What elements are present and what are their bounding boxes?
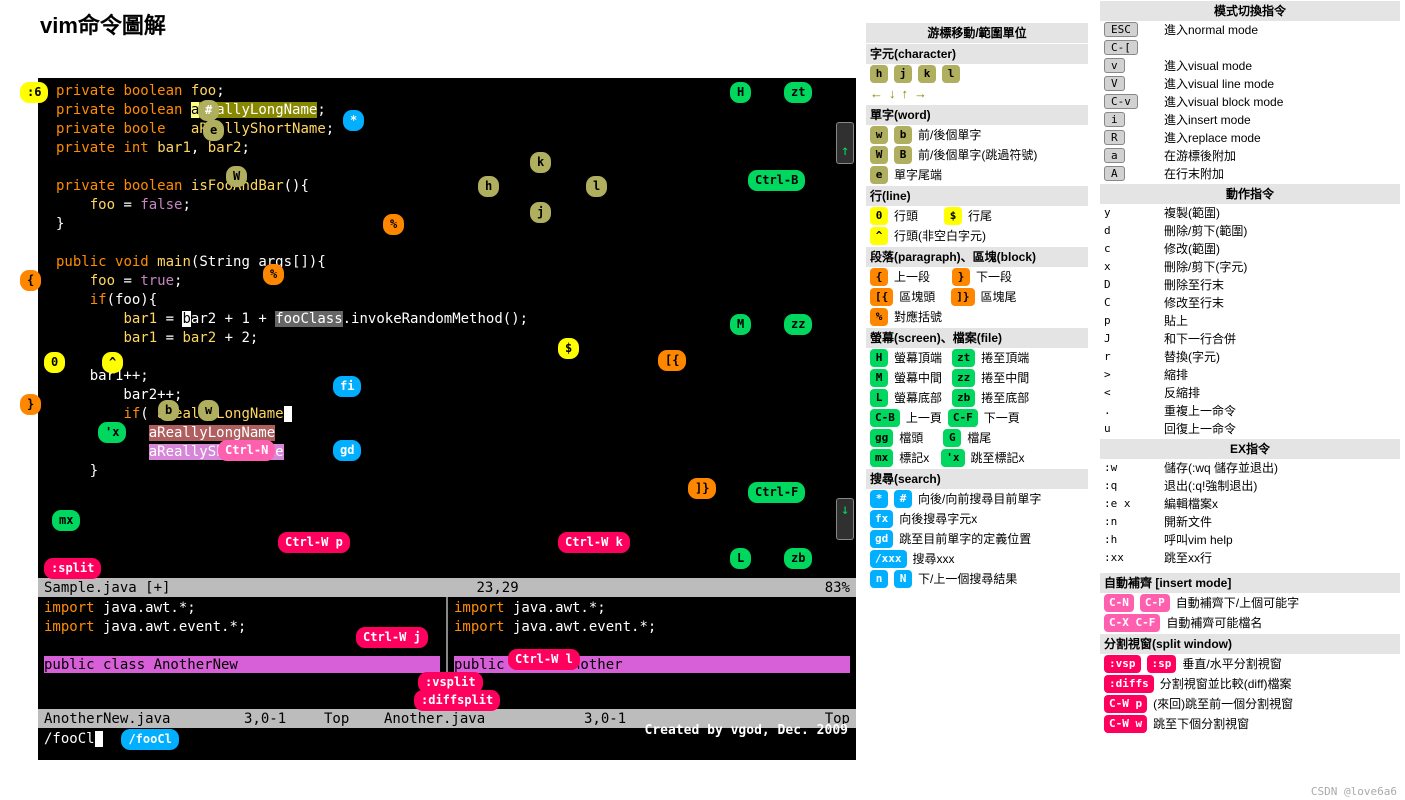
badge-diffsplit: :diffsplit bbox=[414, 690, 500, 711]
badge-tx: 'x bbox=[98, 422, 126, 443]
badge-pct2: % bbox=[263, 264, 284, 285]
badge-mx: mx bbox=[52, 510, 80, 531]
split-panes: import java.awt.*; import java.awt.event… bbox=[38, 597, 856, 673]
badge-j: j bbox=[530, 202, 551, 223]
scroll-up-box: ↑ bbox=[836, 122, 854, 164]
badge-6: :6 bbox=[20, 82, 48, 103]
badge-lb: { bbox=[20, 270, 41, 291]
badge-0: 0 bbox=[44, 352, 65, 373]
badge-rb: } bbox=[20, 394, 41, 415]
badge-M: M bbox=[730, 314, 751, 335]
badge-zb: zb bbox=[784, 548, 812, 569]
scroll-down-box: ↓ bbox=[836, 498, 854, 540]
badge-l: l bbox=[586, 176, 607, 197]
badge-W: W bbox=[226, 166, 247, 187]
badge-cwk: Ctrl-W k bbox=[558, 532, 630, 553]
badge-cwj: Ctrl-W j bbox=[356, 627, 428, 648]
badge-caret: ^ bbox=[102, 352, 123, 373]
split-left: import java.awt.*; import java.awt.event… bbox=[38, 597, 446, 673]
badge-foocl: /fooCl bbox=[121, 729, 178, 750]
panel-motion: 游標移動/範圍單位 字元(character) hjkl ←↓↑→ 單字(wor… bbox=[866, 22, 1088, 589]
badge-pct: % bbox=[383, 214, 404, 235]
badge-k: k bbox=[530, 152, 551, 173]
badge-b: b bbox=[158, 400, 179, 421]
badge-ctrlb: Ctrl-B bbox=[748, 170, 805, 191]
badge-dollar: $ bbox=[558, 338, 579, 359]
badge-gd: gd bbox=[333, 440, 361, 461]
badge-zz: zz bbox=[784, 314, 812, 335]
panel-commands: 模式切換指令 ESC C-[進入normal modev進入visual mod… bbox=[1100, 0, 1400, 567]
badge-H: H bbox=[730, 82, 751, 103]
badge-L: L bbox=[730, 548, 751, 569]
watermark: CSDN @love6a6 bbox=[1311, 785, 1397, 798]
code-area: private boolean foo; private boolean aRe… bbox=[38, 78, 856, 578]
badge-w: w bbox=[198, 400, 219, 421]
badge-ctrln: Ctrl-N bbox=[218, 440, 275, 461]
badge-fi: fi bbox=[333, 376, 361, 397]
badge-h: h bbox=[478, 176, 499, 197]
badge-e: e bbox=[203, 120, 224, 141]
badge-zt: zt bbox=[784, 82, 812, 103]
badge-hash: # bbox=[198, 100, 219, 121]
panel-extra: 自動補齊 [insert mode] C-NC-P自動補齊下/上個可能字 C-X… bbox=[1100, 572, 1400, 734]
badge-split: :split bbox=[44, 558, 101, 579]
editor-window: private boolean foo; private boolean aRe… bbox=[38, 78, 856, 760]
badge-cwp: Ctrl-W p bbox=[278, 532, 350, 553]
badge-rsb: ]} bbox=[688, 478, 716, 499]
status-bar-1: Sample.java [+]23,2983% bbox=[38, 578, 856, 597]
badge-lsb: [{ bbox=[658, 350, 686, 371]
split-right: import java.awt.*; import java.awt.event… bbox=[446, 597, 856, 673]
badge-ctrlf: Ctrl-F bbox=[748, 482, 805, 503]
badge-cwl: Ctrl-W l bbox=[508, 649, 580, 670]
badge-star: * bbox=[343, 110, 364, 131]
credit: Created by vgod, Dec. 2009 bbox=[645, 721, 849, 740]
